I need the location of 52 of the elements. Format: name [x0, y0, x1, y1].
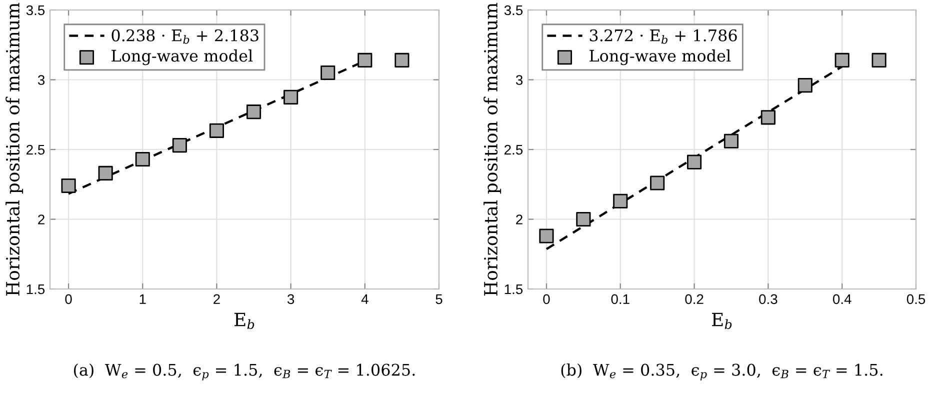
text: (a) W$_{e}$ = 0.5, ϵ$_{p}$ = 1.5, ϵ$_{B}$ = ϵ$_{T}$ = 1.0625. — [74, 363, 415, 380]
y-tick-label: 3 — [38, 75, 45, 85]
point — [539, 228, 554, 244]
x-tick-label: 3 — [287, 294, 294, 304]
point — [246, 104, 262, 120]
x-tick-label: 1 — [140, 294, 146, 304]
point — [284, 90, 298, 104]
legend-label: Long-wave model — [112, 49, 253, 66]
x-tick-label: 2 — [214, 294, 220, 304]
point — [172, 138, 187, 153]
y-tick-label: 3.5 — [504, 5, 523, 16]
y-tick-label: 3.5 — [26, 5, 45, 16]
y-tick-label: 2.5 — [504, 144, 523, 155]
y-tick-label: 2.5 — [26, 144, 45, 155]
y-tick-label: 2 — [38, 214, 44, 224]
x-tick-label: 0 — [65, 294, 72, 304]
point — [61, 178, 76, 194]
x-tick-label: 0 — [543, 294, 550, 304]
y-axis-title: Horizontal position of maximum — [6, 2, 24, 296]
y-axis-title: Horizontal position of maximum — [484, 2, 502, 296]
point — [98, 166, 113, 180]
point — [576, 212, 591, 227]
point — [760, 110, 776, 125]
x-tick-label: 0.2 — [685, 294, 704, 304]
point — [320, 65, 336, 80]
x-axis-title: E$_{b}$ — [234, 312, 254, 330]
point — [135, 152, 150, 167]
x-tick-label: 0.1 — [611, 294, 630, 304]
point — [798, 78, 812, 93]
point — [394, 52, 410, 68]
x-tick-label: 4 — [361, 294, 368, 304]
y-tick-label: 1.5 — [504, 284, 523, 294]
legend-label: Long-wave model — [590, 49, 731, 66]
point — [687, 154, 702, 170]
x-axis-title: E$_{b}$ — [712, 312, 732, 330]
x-tick-label: 5 — [436, 294, 442, 304]
x-tick-label: 0.5 — [906, 294, 926, 304]
point — [613, 194, 628, 208]
y-tick-label: 2 — [516, 214, 522, 224]
x-tick-label: 0.3 — [759, 294, 778, 304]
y-tick-label: 3 — [516, 75, 523, 85]
x-tick-label: 0.4 — [832, 294, 852, 304]
y-tick-label: 1.5 — [26, 284, 45, 294]
point — [209, 123, 224, 138]
point — [834, 52, 850, 68]
legend-label: 0.238 · E$_{b}$ + 2.183 — [112, 29, 258, 44]
point — [650, 176, 665, 190]
point — [724, 134, 739, 148]
point — [358, 52, 372, 68]
legend-label: 3.272 · E$_{b}$ + 1.786 — [590, 29, 737, 44]
text: (b) W$_{e}$ = 0.35, ϵ$_{p}$ = 3.0, ϵ$_{B}$ = ϵ$_{T}$ = 1.5. — [561, 363, 882, 380]
point — [872, 52, 886, 68]
